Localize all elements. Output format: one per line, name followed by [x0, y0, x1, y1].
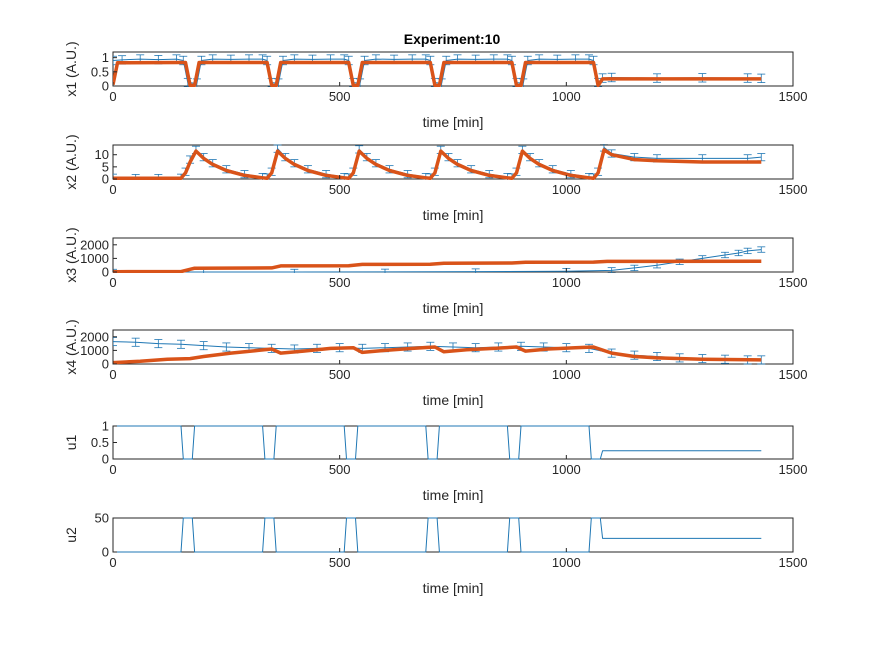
- x-tick-label: 500: [329, 89, 351, 104]
- x-tick-label: 1000: [552, 182, 581, 197]
- y-tick-label: 0: [102, 452, 109, 467]
- x-tick-label: 1500: [779, 89, 808, 104]
- subplot-6: 0 500 1000 1500 0 50 time [min] u2: [63, 511, 807, 597]
- y-tick-label: 0.5: [91, 435, 109, 450]
- plot-area: [112, 425, 794, 460]
- x-tick-label: 1500: [779, 367, 808, 382]
- y-tick-label: 0: [102, 357, 109, 372]
- x-tick-label: 1000: [552, 275, 581, 290]
- input-line: [113, 517, 762, 553]
- series-layer: [113, 144, 766, 180]
- y-axis-label: u2: [63, 527, 79, 543]
- x-tick-label: 1000: [552, 555, 581, 570]
- x-tick-label: 500: [329, 182, 351, 197]
- y-tick-label: 0: [102, 265, 109, 280]
- x-axis-label: time [min]: [423, 580, 484, 596]
- series-layer: [113, 337, 766, 365]
- x-tick-label: 1500: [779, 275, 808, 290]
- y-tick-label: 0: [102, 172, 109, 187]
- x-tick-label: 500: [329, 555, 351, 570]
- x-axis-label: time [min]: [423, 487, 484, 503]
- y-tick-label: 1: [102, 419, 109, 434]
- y-tick-label: 5: [102, 159, 109, 174]
- model-line: [113, 259, 762, 273]
- x-tick-label: 1000: [552, 367, 581, 382]
- y-tick-label: 1: [102, 50, 109, 65]
- x-axis-label: time [min]: [423, 114, 484, 130]
- x-tick-label: 1500: [779, 555, 808, 570]
- plot-area: [112, 517, 794, 553]
- x-tick-label: 1500: [779, 182, 808, 197]
- data-line: [113, 249, 762, 273]
- series-layer: [113, 425, 762, 460]
- y-tick-label: 0.5: [91, 64, 109, 79]
- x-tick-label: 1000: [552, 462, 581, 477]
- y-axis-label: x1 (A.U.): [63, 41, 79, 96]
- model-line: [113, 60, 762, 87]
- x-tick-label: 500: [329, 462, 351, 477]
- series-layer: [113, 246, 766, 273]
- x-tick-label: 1000: [552, 89, 581, 104]
- x-tick-label: 0: [109, 555, 116, 570]
- x-tick-label: 0: [109, 182, 116, 197]
- y-axis-label: x4 (A.U.): [63, 319, 79, 374]
- y-tick-label: 2000: [80, 329, 109, 344]
- model-line: [113, 345, 762, 365]
- series-layer: [113, 54, 766, 87]
- y-axis-label: x3 (A.U.): [63, 227, 79, 282]
- y-axis-label: u1: [63, 435, 79, 451]
- y-tick-label: 1000: [80, 251, 109, 266]
- x-tick-label: 0: [109, 89, 116, 104]
- y-tick-label: 0: [102, 545, 109, 560]
- figure-title: Experiment:10: [404, 31, 501, 47]
- x-tick-label: 0: [109, 462, 116, 477]
- model-line: [113, 148, 762, 180]
- subplot-1: 0 500 1000 1500 00.51 time [min] x1 (A.U.): [63, 41, 807, 130]
- input-line: [113, 425, 762, 460]
- y-tick-label: 2000: [80, 237, 109, 252]
- x-tick-label: 500: [329, 367, 351, 382]
- x-tick-label: 0: [109, 275, 116, 290]
- y-tick-label: 0: [102, 79, 109, 94]
- x-tick-label: 0: [109, 367, 116, 382]
- x-tick-label: 500: [329, 275, 351, 290]
- x-axis-label: time [min]: [423, 392, 484, 408]
- x-tick-label: 1500: [779, 462, 808, 477]
- x-axis-label: time [min]: [423, 207, 484, 223]
- y-tick-label: 1000: [80, 343, 109, 358]
- y-tick-label: 10: [95, 147, 109, 162]
- y-axis-label: x2 (A.U.): [63, 134, 79, 189]
- y-tick-label: 50: [95, 511, 109, 526]
- plot-area: [112, 51, 794, 87]
- data-line: [113, 58, 762, 84]
- x-axis-label: time [min]: [423, 300, 484, 316]
- series-layer: [113, 517, 762, 553]
